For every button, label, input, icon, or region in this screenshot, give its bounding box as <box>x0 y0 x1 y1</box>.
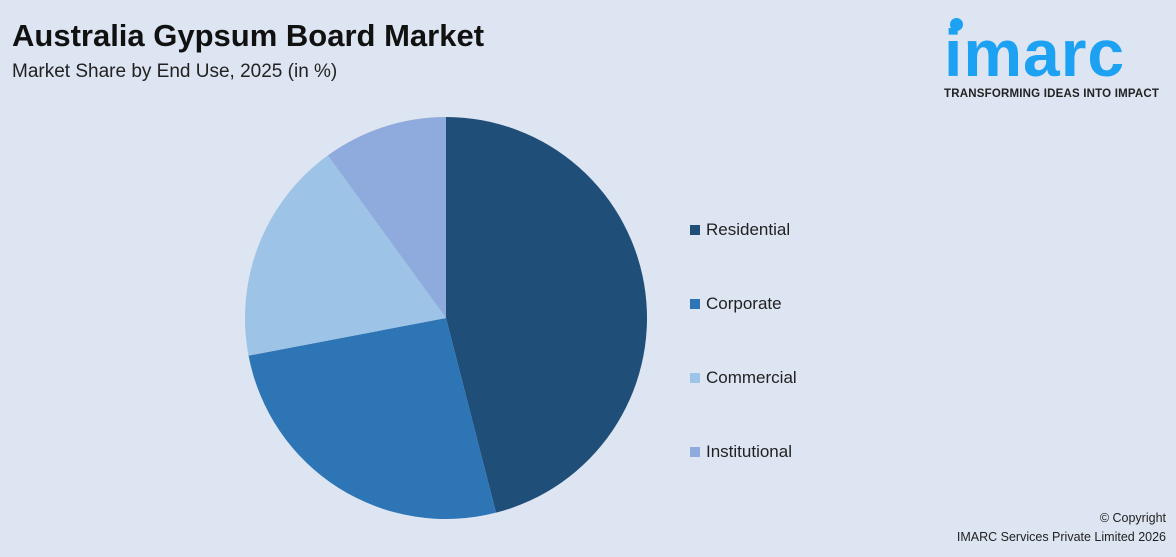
pie-slice-residential <box>446 117 647 513</box>
logo-wordmark: imarc <box>944 16 1126 90</box>
legend-item-commercial: Commercial <box>690 341 797 415</box>
copyright: © Copyright <box>1099 511 1166 525</box>
legend-swatch <box>690 225 700 235</box>
chart-title: Australia Gypsum Board Market <box>12 18 485 53</box>
legend-swatch <box>690 299 700 309</box>
imarc-logo: imarc TRANSFORMING IDEAS INTO IMPACT <box>944 10 1170 100</box>
legend-item-residential: Residential <box>690 193 797 267</box>
footer: © Copyright IMARC Services Private Limit… <box>957 509 1166 547</box>
pie-slice-commercial <box>244 155 446 356</box>
legend-item-corporate: Corporate <box>690 267 797 341</box>
legend-item-institutional: Institutional <box>690 415 797 489</box>
company: IMARC Services Private Limited 2026 <box>956 530 1166 544</box>
legend-swatch <box>690 447 700 457</box>
pie-slice-corporate <box>248 318 496 519</box>
chart-subtitle: Market Share by End Use, 2025 (in %) <box>12 61 338 82</box>
legend: Residential Corporate Commercial Institu… <box>690 193 797 489</box>
logo-tagline: TRANSFORMING IDEAS INTO IMPACT <box>944 88 1160 100</box>
legend-swatch <box>690 373 700 383</box>
pie-slice-institutional <box>327 117 446 318</box>
